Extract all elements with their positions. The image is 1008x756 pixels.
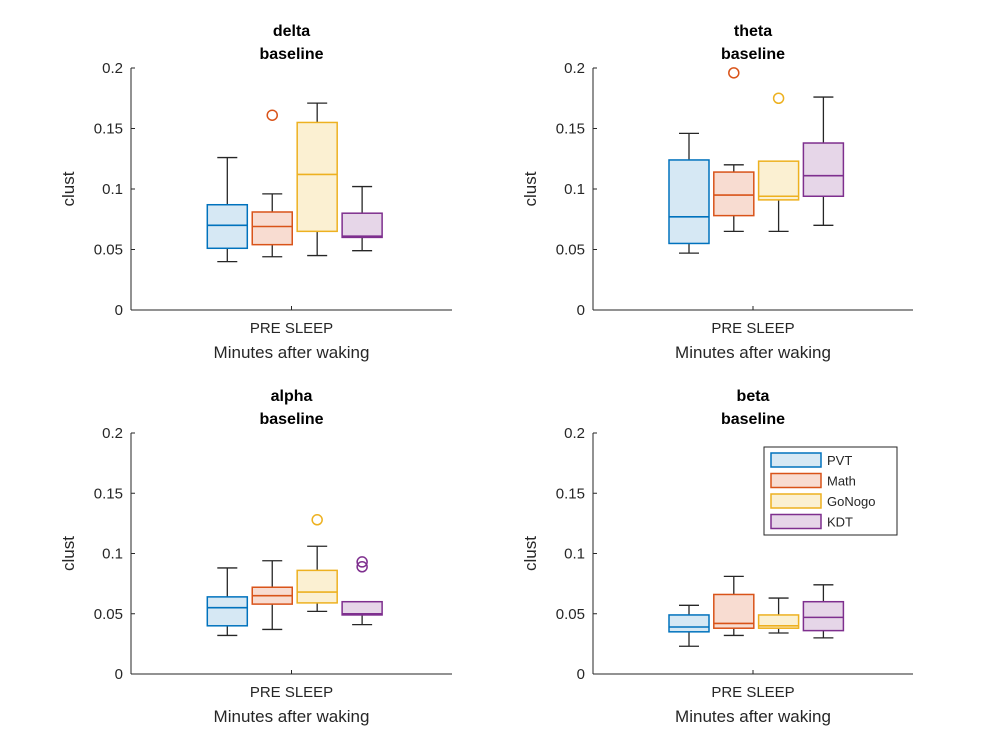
- box-iqr: [296, 121, 338, 233]
- panel-title-line2: baseline: [259, 411, 323, 428]
- y-tick-label: 0.1: [564, 181, 585, 198]
- x-axis-label: Minutes after waking: [214, 343, 370, 362]
- box-iqr: [757, 160, 800, 201]
- outlier-point: [728, 67, 740, 79]
- box-iqr: [757, 614, 800, 629]
- legend-swatch: [770, 513, 822, 530]
- box-pvt: [668, 132, 710, 254]
- box-gonogo: [296, 102, 338, 257]
- y-tick-label: 0: [115, 302, 123, 319]
- y-tick-label: 0.15: [556, 121, 585, 138]
- y-axis-label: clust: [59, 536, 78, 571]
- panel-title-line1: delta: [273, 23, 310, 40]
- outlier-point: [311, 514, 323, 526]
- y-tick-label: 0.15: [556, 485, 585, 502]
- box-kdt: [341, 556, 383, 626]
- box-math: [251, 109, 293, 258]
- outlier-point: [356, 561, 368, 573]
- legend: PVT Math GoNogo KDT: [763, 446, 898, 536]
- box-iqr: [713, 593, 755, 629]
- y-axis-label: clust: [521, 536, 540, 571]
- box-kdt: [802, 96, 845, 226]
- y-axis-label: clust: [521, 171, 540, 206]
- box-iqr: [341, 600, 383, 616]
- y-axis-label: clust: [59, 171, 78, 206]
- legend-label: GoNogo: [827, 494, 875, 509]
- box-math: [251, 560, 293, 631]
- x-axis-label: Minutes after waking: [675, 707, 831, 726]
- box-iqr: [251, 211, 293, 246]
- outlier-point: [772, 92, 785, 104]
- y-tick-label: 0: [577, 666, 585, 683]
- panel-alpha: 0 0.05 0.1 0.15 0.2 PRE SLEEP Minutes after wa…: [59, 388, 452, 726]
- x-tick-label: PRE SLEEP: [711, 320, 794, 337]
- box-iqr: [296, 569, 338, 604]
- panel-title-line1: beta: [737, 388, 770, 405]
- y-tick-label: 0.2: [564, 60, 585, 77]
- box-pvt: [668, 604, 710, 647]
- box-iqr: [713, 171, 755, 217]
- legend-entry-pvt: PVT: [770, 452, 852, 468]
- x-axis-label: Minutes after waking: [675, 343, 831, 362]
- y-tick-label: 0.2: [564, 425, 585, 442]
- y-tick-label: 0.2: [102, 60, 123, 77]
- y-tick-label: 0.15: [94, 485, 123, 502]
- x-tick-label: PRE SLEEP: [250, 320, 333, 337]
- box-iqr: [668, 614, 710, 633]
- panel-delta: 0 0.05 0.1 0.15 0.2 PRE SLEEP Minutes after wa…: [59, 23, 452, 362]
- box-pvt: [206, 567, 249, 637]
- x-axis-label: Minutes after waking: [214, 707, 370, 726]
- y-tick-label: 0: [115, 666, 123, 683]
- box-math: [713, 575, 755, 637]
- panel-title-line2: baseline: [721, 46, 785, 63]
- box-gonogo: [296, 514, 338, 612]
- y-tick-label: 0.05: [94, 242, 123, 259]
- y-tick-label: 0: [577, 302, 585, 319]
- box-kdt: [341, 185, 383, 252]
- panel-title-line2: baseline: [721, 411, 785, 428]
- box-iqr: [206, 596, 249, 627]
- outlier-point: [266, 109, 278, 121]
- y-tick-label: 0.1: [102, 546, 123, 563]
- y-tick-label: 0.15: [94, 121, 123, 138]
- box-iqr: [206, 203, 249, 250]
- panel-title-line1: alpha: [271, 388, 313, 405]
- legend-entry-kdt: KDT: [770, 513, 853, 530]
- panel-title-line2: baseline: [259, 46, 323, 63]
- legend-swatch: [770, 452, 822, 468]
- y-tick-label: 0.1: [102, 181, 123, 198]
- y-tick-label: 0.05: [556, 242, 585, 259]
- box-iqr: [802, 600, 845, 632]
- x-tick-label: PRE SLEEP: [711, 684, 794, 701]
- y-tick-label: 0.05: [556, 606, 585, 623]
- legend-label: KDT: [827, 515, 853, 530]
- box-iqr: [802, 142, 845, 198]
- y-tick-label: 0.2: [102, 425, 123, 442]
- legend-label: PVT: [827, 453, 852, 468]
- legend-swatch: [770, 493, 822, 509]
- box-kdt: [802, 584, 845, 639]
- box-math: [713, 67, 755, 233]
- panel-theta: 0 0.05 0.1 0.15 0.2 PRE SLEEP Minutes after wa…: [521, 23, 913, 362]
- y-tick-label: 0.1: [564, 546, 585, 563]
- box-gonogo: [757, 92, 800, 233]
- box-iqr: [341, 212, 383, 239]
- legend-entry-math: Math: [770, 472, 856, 489]
- box-iqr: [668, 159, 710, 245]
- legend-entry-gonogo: GoNogo: [770, 493, 875, 509]
- panel-beta: 0 0.05 0.1 0.15 0.2 PRE SLEEP Minutes after wa…: [521, 388, 913, 726]
- outlier-point: [356, 556, 368, 568]
- x-tick-label: PRE SLEEP: [250, 684, 333, 701]
- panel-title-line1: theta: [734, 23, 772, 40]
- box-gonogo: [757, 597, 800, 634]
- box-pvt: [206, 156, 249, 263]
- y-tick-label: 0.05: [94, 606, 123, 623]
- legend-swatch: [770, 472, 822, 489]
- legend-label: Math: [827, 474, 856, 489]
